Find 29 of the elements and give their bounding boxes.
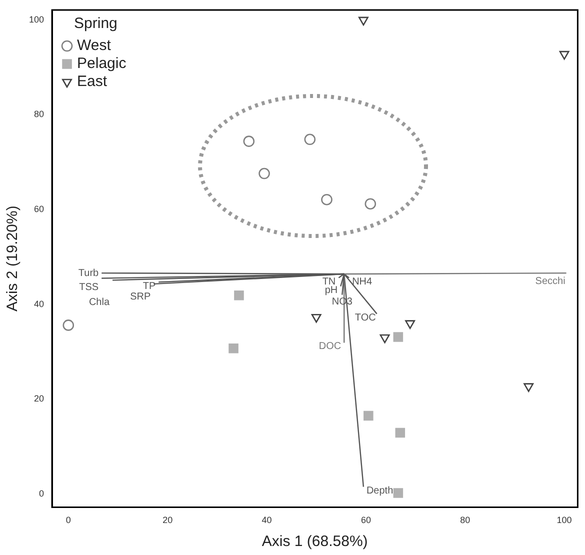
series-label: Depth [366, 486, 394, 497]
series-label: DOC [318, 341, 342, 352]
series-label: pH [324, 285, 338, 296]
series-label: Secchi [535, 276, 566, 287]
x-tick-label: 60 [360, 515, 371, 526]
y-tick-label: 80 [34, 109, 44, 120]
series-label: TOC [354, 312, 376, 324]
x-axis-title: Axis 1 (68.58%) [262, 533, 368, 550]
legend-label: Pelagic [77, 55, 127, 72]
series-label: Turb [78, 268, 100, 279]
y-tick-label: 60 [34, 204, 44, 214]
series-label: TP [142, 280, 156, 292]
y-tick-label: 0 [39, 488, 44, 498]
x-tick-label: 80 [460, 515, 470, 526]
series-label: Chla [88, 296, 110, 308]
legend-title: Spring [74, 15, 118, 32]
y-tick-label: 100 [28, 14, 44, 24]
y-tick-label: 20 [34, 394, 44, 404]
legend-label: West [77, 37, 112, 54]
series-label: TSS [79, 282, 99, 294]
series-label: SRP [130, 292, 152, 303]
x-tick-label: 20 [162, 515, 173, 526]
x-tick-label: 0 [66, 515, 71, 526]
series-label: NH4 [352, 276, 373, 288]
x-tick-label: 100 [556, 515, 572, 526]
legend-label: East [77, 73, 108, 90]
y-axis-title: Axis 2 (19.20%) [4, 206, 22, 312]
x-tick-label: 40 [262, 515, 272, 526]
y-tick-label: 40 [34, 298, 44, 309]
